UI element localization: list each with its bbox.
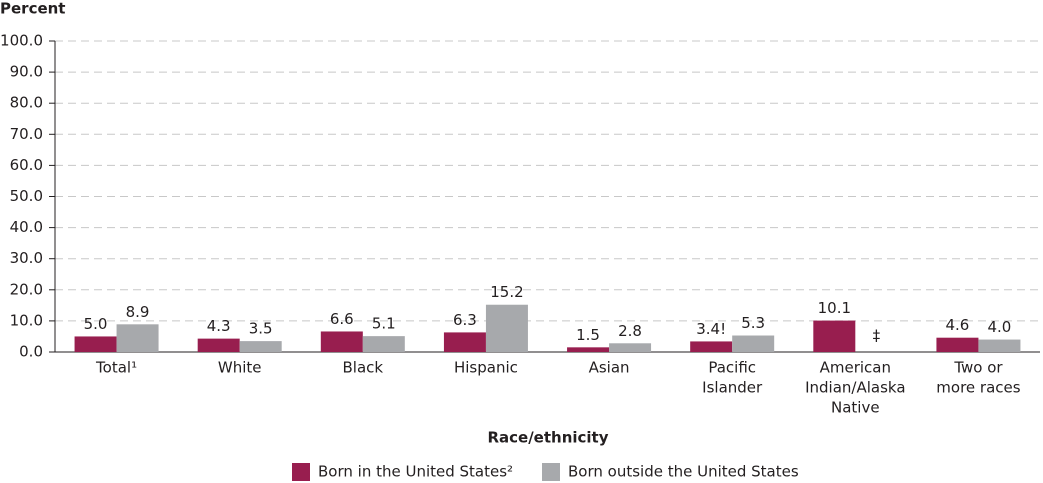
y-tick-label: 0.0 <box>19 343 43 361</box>
y-tick-label: 30.0 <box>10 249 43 267</box>
x-tick-label: Islander <box>702 379 763 397</box>
x-tick-label: more races <box>936 379 1020 397</box>
x-tick-label: Pacific <box>708 359 756 377</box>
x-tick-label: Total¹ <box>95 359 137 377</box>
y-tick-label: 40.0 <box>10 218 43 236</box>
value-label: 4.0 <box>988 318 1012 336</box>
y-tick-label: 90.0 <box>10 63 43 81</box>
bar <box>690 341 733 352</box>
y-tick-label: 60.0 <box>10 156 43 174</box>
y-tick-label: 80.0 <box>10 94 43 112</box>
x-tick-label: Indian/Alaska <box>805 379 905 397</box>
value-label: 15.2 <box>490 283 523 301</box>
value-label: 3.4! <box>696 320 726 338</box>
value-label: 1.5 <box>576 326 600 344</box>
value-label: 3.5 <box>249 320 273 338</box>
value-label: 4.3 <box>207 317 231 335</box>
value-label: 6.6 <box>330 310 354 328</box>
x-tick-label: American <box>820 359 891 377</box>
bar <box>362 336 405 352</box>
value-label: 10.1 <box>818 299 851 317</box>
bar <box>732 335 775 352</box>
bar <box>443 332 486 352</box>
legend-label: Born outside the United States <box>568 463 799 481</box>
bar <box>320 331 363 352</box>
y-tick-label: 70.0 <box>10 125 43 143</box>
legend-swatch <box>292 463 310 481</box>
bar <box>813 320 856 352</box>
value-label: 5.3 <box>741 314 765 332</box>
x-tick-label: Native <box>831 399 880 417</box>
y-tick-label: 10.0 <box>10 311 43 329</box>
value-label: ‡ <box>873 327 881 345</box>
bar <box>936 337 979 352</box>
bar <box>567 347 610 352</box>
legend-label: Born in the United States² <box>318 463 513 481</box>
x-tick-label: Hispanic <box>454 359 518 377</box>
bar <box>978 339 1021 352</box>
y-tick-label: 100.0 <box>0 32 43 50</box>
bar <box>197 338 240 352</box>
bar <box>74 336 117 352</box>
bar <box>485 304 528 352</box>
bar <box>239 341 282 352</box>
y-tick-label: 50.0 <box>10 187 43 205</box>
x-axis-title: Race/ethnicity <box>487 429 608 447</box>
y-tick-label: 20.0 <box>10 280 43 298</box>
x-tick-label: Two or <box>953 359 1003 377</box>
legend-swatch <box>542 463 560 481</box>
x-tick-label: White <box>218 359 262 377</box>
value-label: 4.6 <box>946 316 970 334</box>
value-label: 5.1 <box>372 315 396 333</box>
bar <box>116 324 159 352</box>
value-label: 2.8 <box>618 322 642 340</box>
bar <box>609 343 652 352</box>
value-label: 8.9 <box>126 303 150 321</box>
value-label: 6.3 <box>453 311 477 329</box>
value-label: 5.0 <box>84 315 108 333</box>
x-tick-label: Asian <box>589 359 630 377</box>
x-tick-label: Black <box>343 359 384 377</box>
y-axis-title: Percent <box>0 0 65 18</box>
